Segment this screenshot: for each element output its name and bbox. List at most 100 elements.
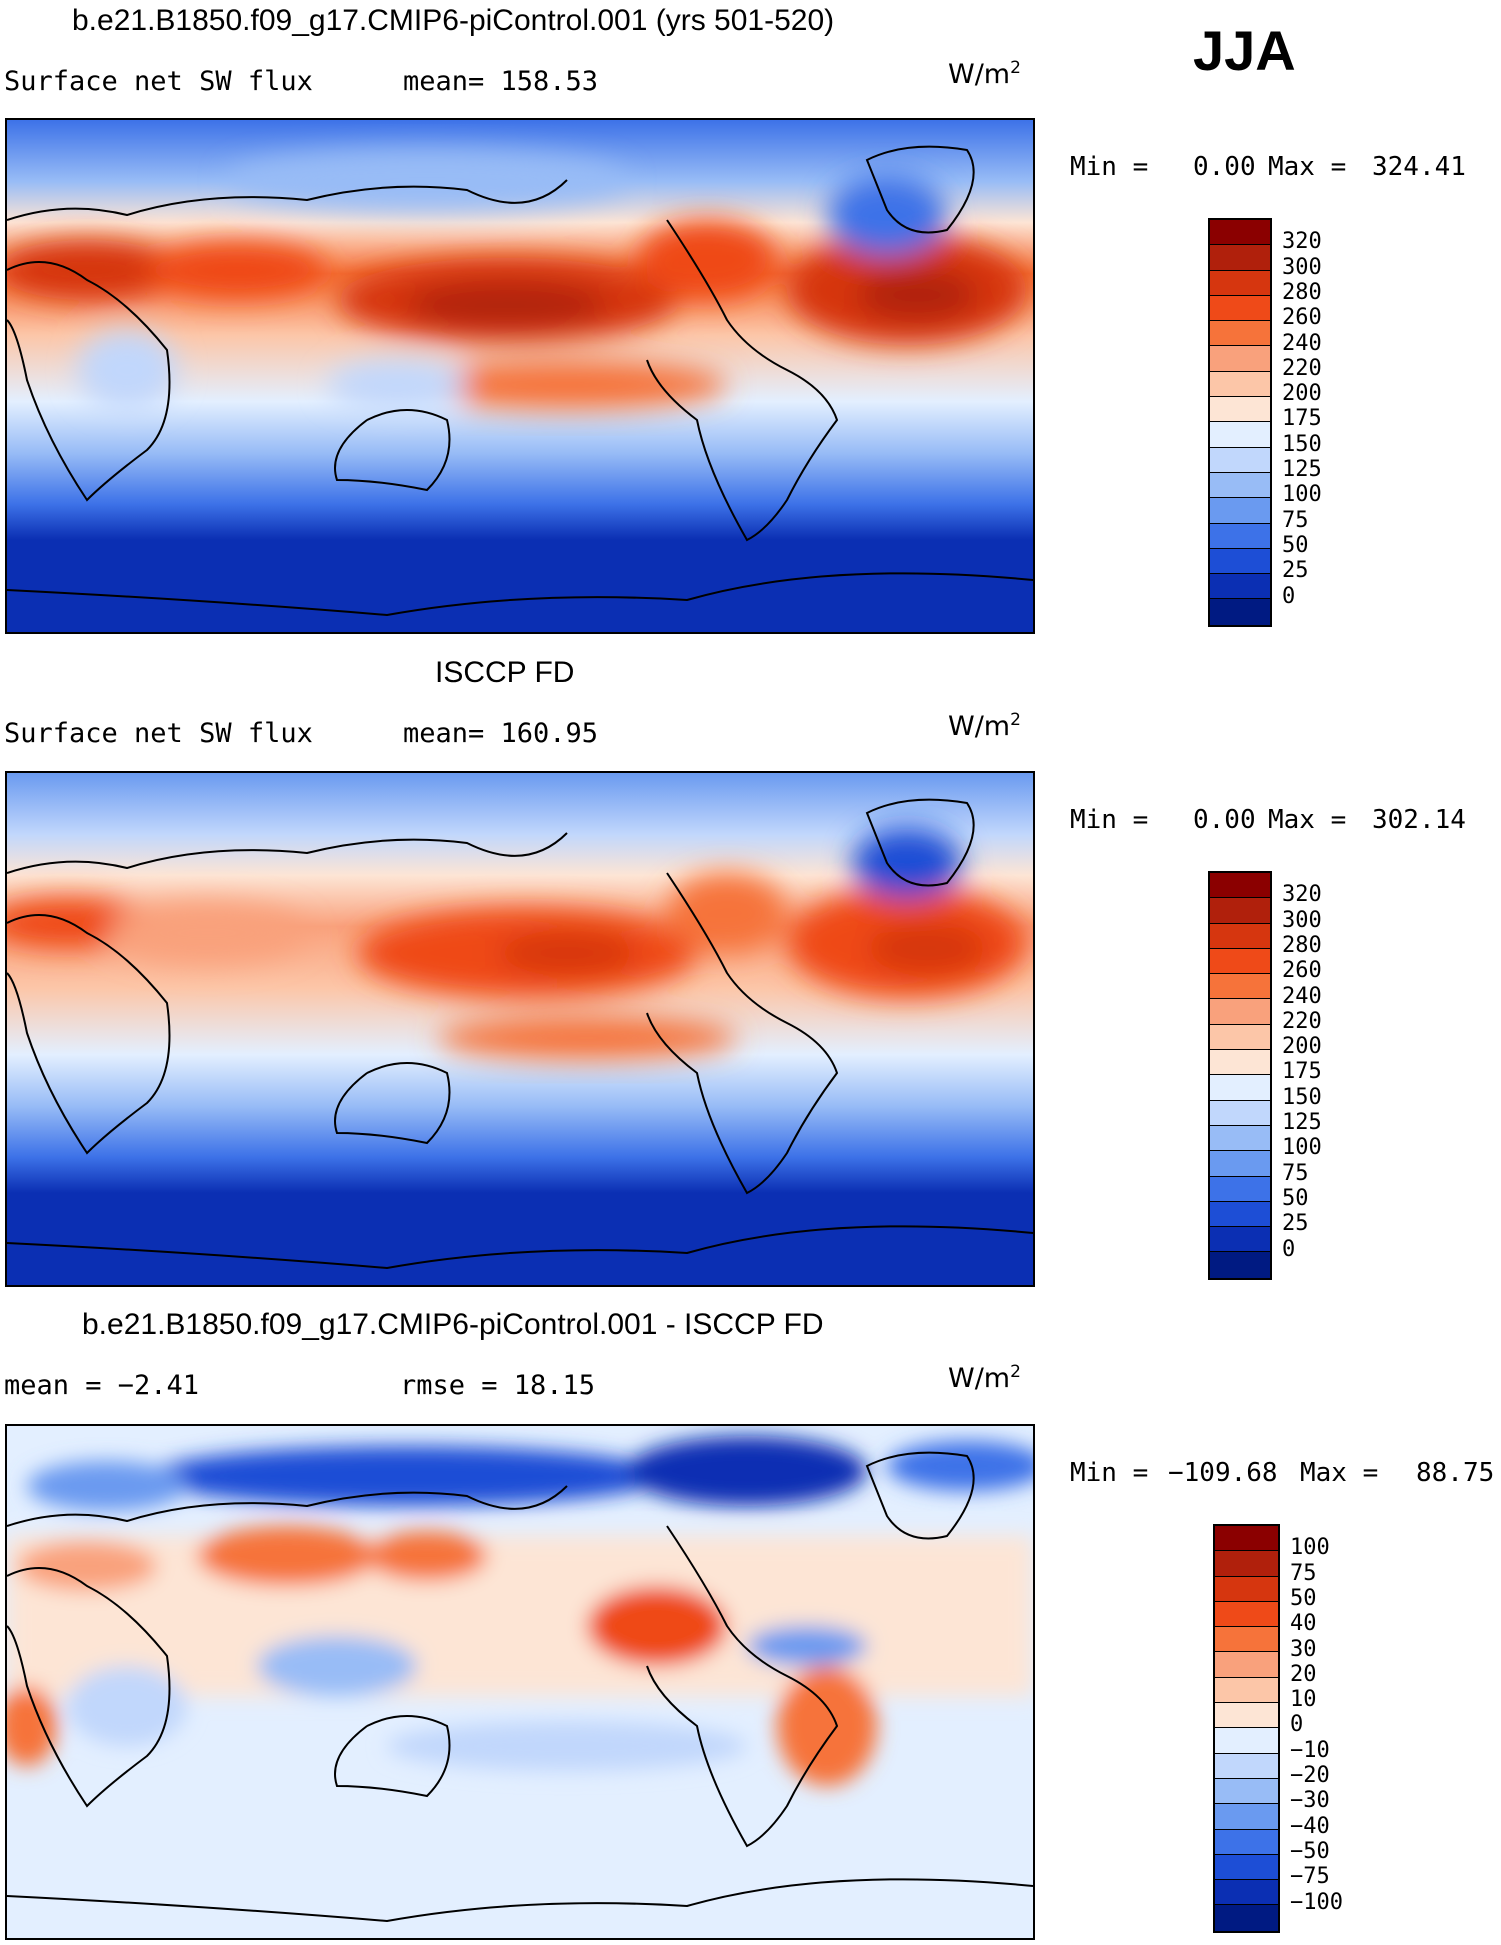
colorbar-3-bar [1213,1524,1280,1933]
colorbar-tick-label: 25 [1282,1211,1309,1237]
colorbar-tick-label: −20 [1290,1763,1330,1788]
panel-1-unit: W/m2 [948,58,1021,90]
colorbar-tick-label: 50 [1282,532,1309,558]
panel-2-min-label: Min = [1070,805,1149,835]
colorbar-swatch [1210,245,1270,271]
colorbar-swatch [1210,999,1270,1025]
panel-3-min-value: −109.68 [1168,1458,1278,1488]
colorbar-tick-label: 200 [1282,1034,1322,1060]
colorbar-tick-label: 220 [1282,355,1322,381]
colorbar-swatch [1210,447,1270,473]
colorbar-tick-label: 75 [1290,1560,1317,1586]
panel-2-min-value: 0.00 [1193,805,1256,835]
panel-1-mean-label: mean= 158.53 [403,66,599,97]
panel-2-max-label: Max = [1268,805,1347,835]
panel-2-max-value: 302.14 [1372,805,1466,835]
colorbar-tick-label: 10 [1290,1687,1317,1713]
panel-2-map [5,771,1035,1287]
colorbar-tick-label: 260 [1282,958,1322,984]
panel-1-map [5,118,1035,634]
panel-3-rmse-label: rmse = 18.15 [400,1370,596,1401]
panel-2-unit: W/m2 [948,710,1021,742]
panel-1-field [7,120,1033,632]
panel-3-mean-label: mean = −2.41 [4,1370,200,1401]
colorbar-tick-label: 30 [1290,1636,1317,1662]
colorbar-swatch [1215,1703,1278,1729]
colorbar-swatch [1210,1201,1270,1228]
colorbar-swatch [1215,1804,1278,1830]
colorbar-swatch [1215,1778,1278,1805]
colorbar-swatch [1210,1024,1270,1051]
colorbar-tick-label: 125 [1282,1110,1322,1135]
colorbar-tick-label: −50 [1290,1838,1330,1864]
colorbar-swatch [1210,898,1270,924]
panel-1-max-value: 324.41 [1372,152,1466,182]
colorbar-tick-label: 75 [1282,1160,1309,1186]
colorbar-swatch [1210,1100,1270,1126]
colorbar-swatch [1215,1728,1278,1754]
colorbar-tick-label: 175 [1282,406,1322,432]
panel-1-max-label: Max = [1268,152,1347,182]
colorbar-tick-label: 100 [1290,1535,1330,1561]
colorbar-tick-label: 280 [1282,932,1322,958]
colorbar-swatch [1215,1880,1278,1906]
colorbar-swatch [1210,1075,1270,1101]
colorbar-swatch [1215,1905,1278,1931]
colorbar-tick-label: 100 [1282,482,1322,508]
panel-3-max-value: 88.75 [1416,1458,1495,1488]
colorbar-swatch [1210,422,1270,448]
panel-2-variable-label: Surface net SW flux [4,718,313,749]
colorbar-swatch [1215,1627,1278,1653]
colorbar-tick-label: 240 [1282,330,1322,356]
colorbar-tick-label: 240 [1282,983,1322,1009]
colorbar-tick-label: 25 [1282,558,1309,584]
colorbar-swatch [1210,574,1270,600]
colorbar-swatch [1210,974,1270,1000]
colorbar-1-bar [1208,218,1272,627]
colorbar-swatch [1210,1050,1270,1076]
colorbar-swatch [1210,220,1270,246]
colorbar-swatch [1215,1601,1278,1628]
colorbar-swatch [1210,371,1270,398]
panel-1-title: b.e21.B1850.f09_g17.CMIP6-piControl.001 … [72,4,835,37]
season-label: JJA [1193,19,1296,82]
colorbar-tick-label: 75 [1282,507,1309,533]
colorbar-swatch [1215,1551,1278,1577]
colorbar-swatch [1210,397,1270,423]
colorbar-tick-label: 320 [1282,229,1322,255]
colorbar-swatch [1210,548,1270,575]
colorbar-swatch [1210,270,1270,296]
panel-2-field [7,773,1033,1285]
colorbar-tick-label: −30 [1290,1788,1330,1814]
colorbar-swatch [1215,1753,1278,1779]
colorbar-tick-label: −100 [1290,1889,1343,1915]
colorbar-swatch [1210,948,1270,975]
colorbar-swatch [1210,873,1270,899]
colorbar-2-bar [1208,871,1272,1280]
colorbar-tick-label: 200 [1282,381,1322,407]
colorbar-swatch [1215,1854,1278,1881]
colorbar-swatch [1210,1151,1270,1177]
colorbar-swatch [1210,295,1270,322]
colorbar-tick-label: 280 [1282,279,1322,305]
colorbar-tick-label: 260 [1282,305,1322,331]
panel-2-mean-label: mean= 160.95 [403,718,599,749]
colorbar-tick-label: 320 [1282,882,1322,908]
colorbar-swatch [1210,1227,1270,1253]
colorbar-tick-label: 100 [1282,1135,1322,1161]
colorbar-tick-label: −75 [1290,1864,1330,1890]
panel-3-unit: W/m2 [948,1362,1021,1394]
colorbar-swatch [1215,1526,1278,1552]
colorbar-tick-label: 150 [1282,1084,1322,1110]
colorbar-tick-label: −40 [1290,1813,1330,1839]
colorbar-tick-label: 125 [1282,457,1322,482]
panel-3-map [5,1424,1035,1940]
colorbar-tick-label: 0 [1282,583,1296,609]
colorbar-swatch [1210,321,1270,347]
colorbar-swatch [1215,1677,1278,1704]
panel-2-title: ISCCP FD [435,656,575,689]
colorbar-tick-label: 0 [1290,1712,1304,1738]
colorbar-swatch [1210,1176,1270,1202]
colorbar-tick-label: 0 [1282,1236,1296,1262]
colorbar-swatch [1215,1829,1278,1855]
